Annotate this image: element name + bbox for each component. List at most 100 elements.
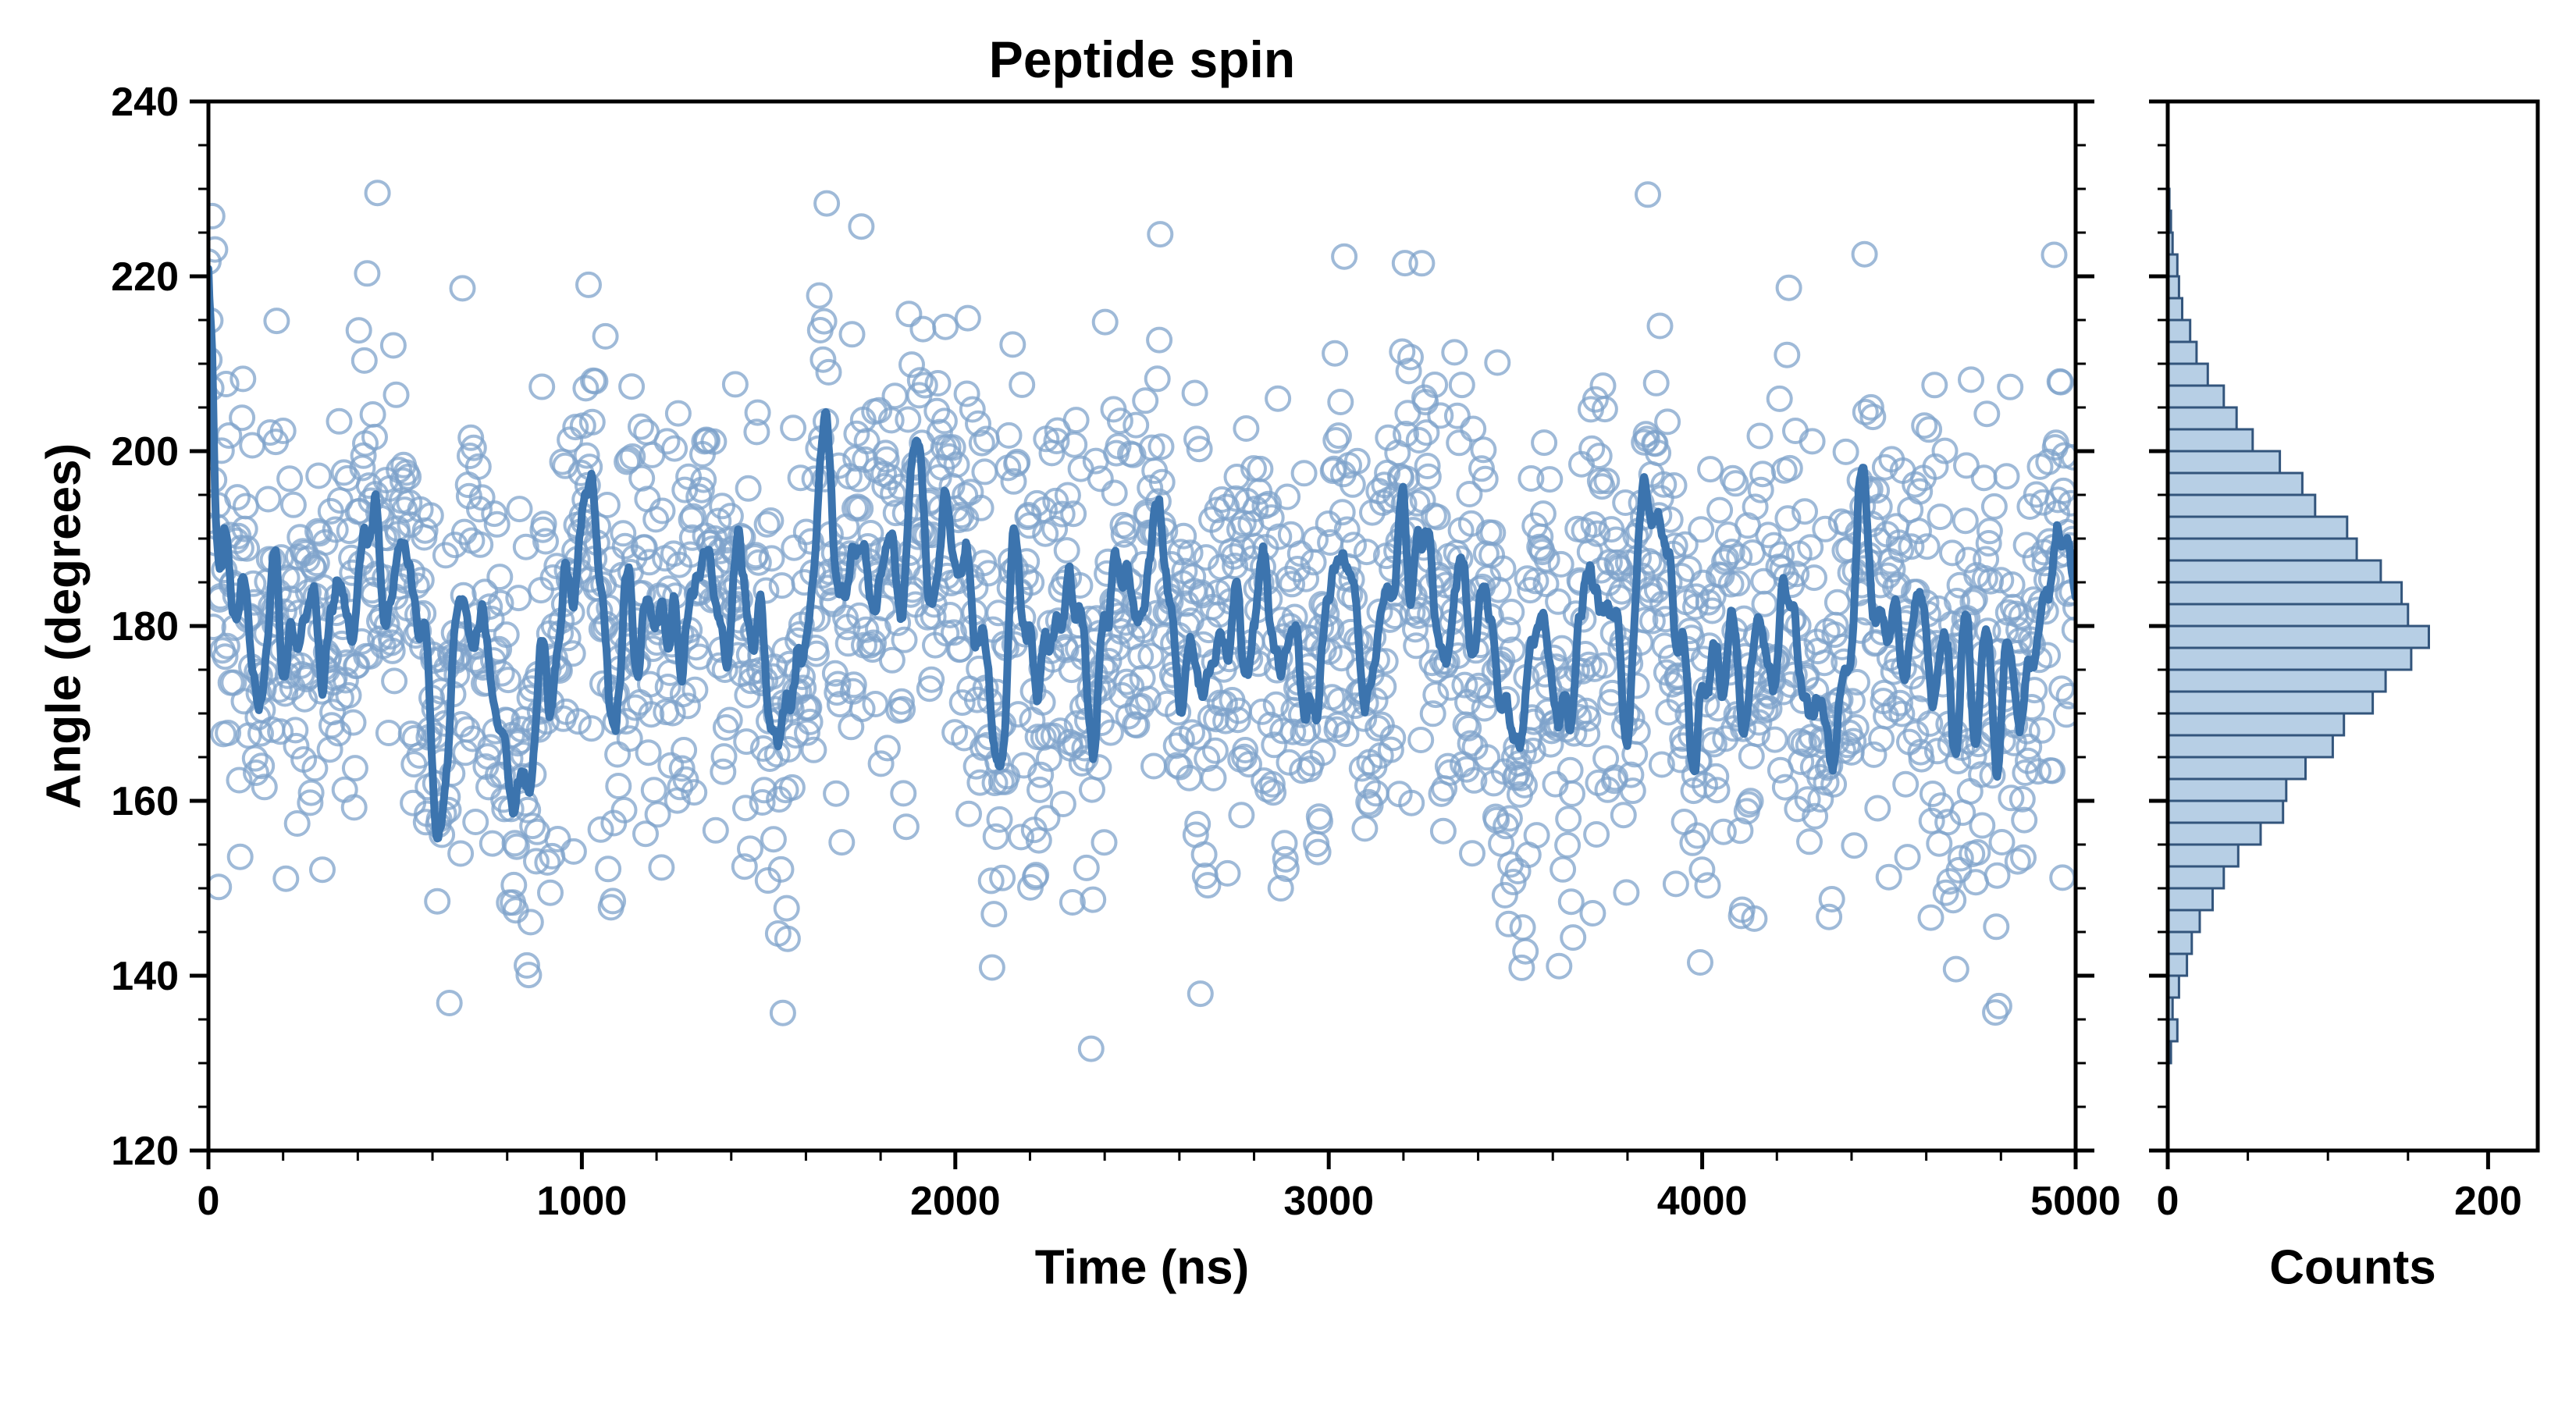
scatter-marker	[605, 773, 632, 799]
scatter-marker	[272, 680, 299, 707]
scatter-marker	[340, 709, 367, 736]
scatter-marker	[1106, 407, 1133, 435]
scatter-marker	[1190, 841, 1218, 868]
scatter-marker	[1357, 791, 1384, 819]
scatter-marker	[1457, 730, 1484, 757]
scatter-marker	[878, 646, 906, 674]
scatter-marker	[1955, 546, 1982, 574]
scatter-marker	[1258, 770, 1286, 798]
scatter-marker	[265, 676, 293, 703]
scatter-marker	[243, 759, 269, 786]
scatter-marker	[1460, 415, 1487, 443]
scatter-marker	[1272, 855, 1300, 882]
scatter-marker	[1550, 855, 1577, 883]
scatter-marker	[1560, 924, 1587, 951]
scatter-marker	[732, 795, 759, 822]
scatter-marker	[757, 507, 785, 534]
scatter-marker	[1859, 404, 1887, 431]
hist-x-tick-label: 200	[2454, 1179, 2522, 1224]
scatter-marker	[1269, 717, 1297, 745]
scatter-marker	[681, 779, 708, 806]
scatter-marker	[1642, 369, 1670, 397]
scatter-marker	[515, 962, 543, 989]
scatter-marker	[967, 494, 994, 521]
scatter-marker	[892, 813, 920, 841]
scatter-marker	[1797, 534, 1824, 561]
scatter-marker	[1004, 448, 1031, 475]
x-tick-label: 0	[197, 1179, 220, 1224]
scatter-marker	[1261, 731, 1288, 759]
scatter-marker	[1710, 818, 1737, 845]
scatter-marker	[1041, 515, 1069, 542]
scatter-marker	[1724, 570, 1751, 597]
scatter-marker	[326, 407, 353, 435]
scatter-marker	[1947, 845, 1974, 872]
scatter-marker	[345, 317, 372, 344]
scatter-marker	[467, 531, 494, 558]
main-panel-border	[206, 99, 2078, 1153]
scatter-marker	[966, 769, 994, 796]
scatter-marker	[1375, 424, 1402, 451]
scatter-marker	[1429, 817, 1457, 845]
scatter-marker	[1023, 862, 1050, 889]
histogram-bar	[2166, 952, 2189, 977]
scatter-marker	[1333, 516, 1361, 543]
scatter-marker	[1906, 478, 1934, 505]
scatter-marker	[1260, 779, 1287, 806]
scatter-marker	[1274, 483, 1301, 510]
scatter-marker	[632, 820, 659, 848]
scatter-marker	[1332, 720, 1360, 748]
scatter-marker	[1437, 674, 1464, 701]
scatter-marker	[948, 689, 976, 717]
scatter-marker	[809, 346, 837, 373]
histogram-bar	[2166, 887, 2214, 912]
scatter-marker	[1679, 829, 1706, 856]
scatter-marker	[512, 533, 539, 560]
histogram-bar	[2166, 712, 2346, 737]
scatter-marker	[450, 518, 478, 546]
scatter-marker	[1708, 562, 1735, 589]
scatter-marker	[1517, 465, 1545, 492]
y-tick-label: 120	[111, 1129, 179, 1174]
scatter-marker	[743, 418, 770, 446]
scatter-marker	[449, 275, 476, 302]
histogram-bar	[2166, 450, 2282, 475]
scatter-marker	[1557, 888, 1585, 916]
scatter-marker	[1737, 788, 1764, 815]
scatter-marker	[1546, 952, 1573, 980]
y-tick-label: 140	[111, 954, 179, 999]
scatter-marker	[1875, 863, 1902, 891]
scatter-marker	[523, 848, 550, 875]
scatter-marker	[578, 408, 606, 436]
scatter-marker	[305, 462, 333, 489]
scatter-marker	[1353, 539, 1380, 566]
scatter-marker	[1077, 1035, 1105, 1062]
scatter-marker	[1741, 905, 1768, 932]
scatter-marker	[564, 708, 592, 735]
scatter-marker	[537, 879, 564, 906]
scatter-marker	[1455, 714, 1482, 742]
scatter-marker	[1617, 761, 1645, 788]
axes: 0 1000 2000 3000 4000 50001201401601802002202…	[111, 80, 2540, 1224]
scatter-marker	[1973, 400, 2001, 428]
x-tick-label: 2000	[910, 1179, 1001, 1224]
scatter-marker	[1964, 839, 1991, 866]
scatter-marker	[378, 629, 405, 656]
scatter-marker	[1775, 274, 1802, 301]
scatter-marker	[417, 502, 444, 529]
scatter-marker	[592, 322, 619, 350]
histogram-bar	[2166, 821, 2262, 846]
histogram-bar	[2166, 297, 2183, 322]
scatter-marker	[1127, 643, 1155, 670]
scatter-marker	[1272, 845, 1299, 873]
scatter-marker	[1921, 372, 1948, 399]
scatter-marker	[1441, 339, 1468, 366]
scatter-marker	[1574, 720, 1601, 748]
scatter-marker	[2047, 368, 2074, 396]
scatter-marker	[2010, 844, 2037, 871]
scatter-marker	[1072, 745, 1099, 772]
scatter-marker	[1414, 463, 1442, 490]
scatter-marker	[208, 202, 226, 229]
scatter-marker	[208, 614, 226, 641]
